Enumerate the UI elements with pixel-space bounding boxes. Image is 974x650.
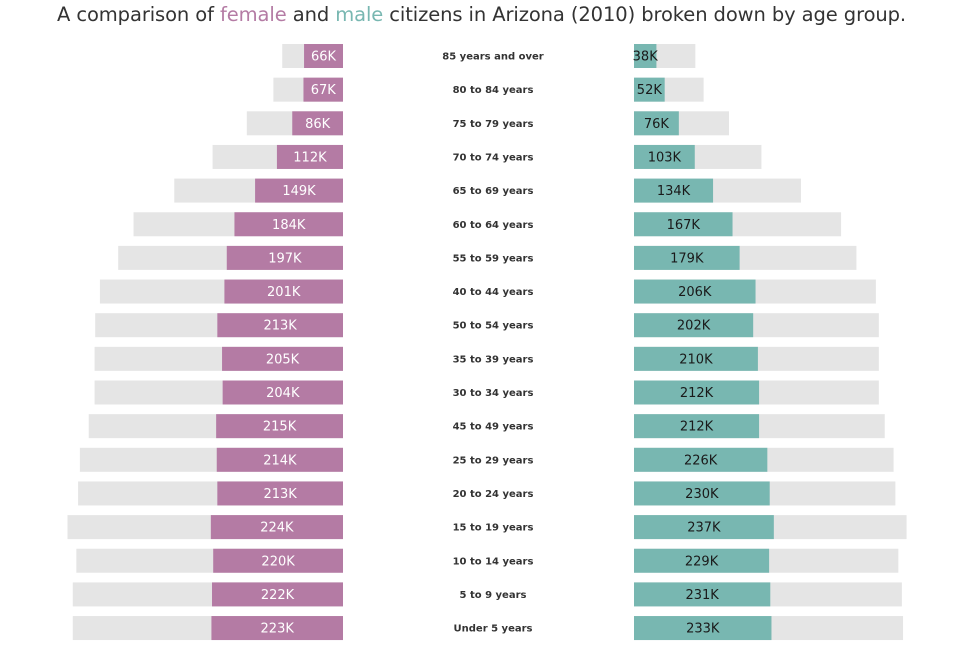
age-group-label: 50 to 54 years <box>453 321 534 332</box>
age-group-label: 5 to 9 years <box>460 590 527 601</box>
male-value-label: 230K <box>685 487 719 502</box>
female-value-label: 86K <box>305 117 331 132</box>
male-value-label: 134K <box>657 184 691 199</box>
female-bar <box>304 44 343 68</box>
female-value-label: 112K <box>293 150 327 165</box>
age-group-label: 75 to 79 years <box>453 119 534 130</box>
female-bar <box>292 111 343 136</box>
male-value-label: 226K <box>684 453 718 468</box>
age-group-label: 80 to 84 years <box>453 85 534 96</box>
male-value-label: 212K <box>680 386 714 401</box>
female-value-label: 204K <box>266 386 300 401</box>
male-bar <box>634 245 740 270</box>
female-bar <box>222 346 343 371</box>
female-bar <box>217 313 343 338</box>
male-value-label: 212K <box>680 420 714 435</box>
male-value-label: 179K <box>670 251 704 266</box>
male-value-label: 167K <box>667 218 701 233</box>
male-value-label: 202K <box>677 319 711 334</box>
age-group-label: 85 years and over <box>442 52 543 63</box>
title-suffix: citizens in Arizona (2010) broken down b… <box>383 3 907 26</box>
age-group-label: 45 to 49 years <box>453 422 534 433</box>
male-bar <box>634 77 665 102</box>
female-bar <box>217 481 343 506</box>
age-group-label: 35 to 39 years <box>453 354 534 365</box>
female-bar <box>212 582 343 607</box>
male-value-label: 233K <box>686 622 720 637</box>
male-value-label: 231K <box>685 588 719 603</box>
female-value-label: 213K <box>263 319 297 334</box>
male-value-label: 103K <box>648 150 682 165</box>
female-bar <box>224 279 343 304</box>
male-value-label: 38K <box>633 50 659 65</box>
male-bar <box>634 212 733 237</box>
female-value-label: 184K <box>272 218 306 233</box>
male-value-label: 210K <box>679 352 713 367</box>
age-group-label: 65 to 69 years <box>453 186 534 197</box>
male-bar <box>634 447 768 472</box>
female-value-label: 215K <box>263 420 297 435</box>
age-group-label: 10 to 14 years <box>453 556 534 567</box>
female-value-label: 222K <box>261 588 295 603</box>
male-bar <box>634 515 774 540</box>
age-group-label: 15 to 19 years <box>453 523 534 534</box>
male-bar <box>634 279 756 304</box>
chart-title: A comparison of female and male citizens… <box>57 3 906 26</box>
male-bar <box>634 548 770 573</box>
male-value-label: 206K <box>678 285 712 300</box>
male-bar <box>634 346 758 371</box>
age-group-label: 40 to 44 years <box>453 287 534 298</box>
female-bar <box>303 77 343 102</box>
female-bar <box>216 414 343 439</box>
male-value-label: 229K <box>685 554 719 569</box>
female-bar <box>276 144 343 169</box>
male-bar <box>634 616 772 641</box>
female-bar <box>222 380 343 405</box>
male-bar <box>634 144 695 169</box>
age-group-label: 60 to 64 years <box>453 220 534 231</box>
female-value-label: 205K <box>266 352 300 367</box>
female-bar <box>226 245 343 270</box>
female-value-label: 197K <box>268 251 302 266</box>
male-value-label: 52K <box>637 83 663 98</box>
male-value-label: 237K <box>687 521 721 536</box>
male-bar <box>634 380 760 405</box>
male-bar <box>634 481 770 506</box>
age-group-label: 70 to 74 years <box>453 152 534 163</box>
male-value-label: 76K <box>644 117 670 132</box>
female-bar <box>210 515 343 540</box>
female-value-label: 214K <box>263 453 297 468</box>
female-bar <box>234 212 343 237</box>
female-value-label: 66K <box>311 50 337 65</box>
title-middle: and <box>286 3 336 26</box>
female-value-label: 213K <box>263 487 297 502</box>
age-group-label: 55 to 59 years <box>453 253 534 264</box>
female-value-label: 220K <box>261 554 295 569</box>
male-bar <box>634 111 679 136</box>
female-bar <box>211 616 343 641</box>
age-group-label: 25 to 29 years <box>453 455 534 466</box>
female-bar <box>216 447 343 472</box>
male-bar <box>634 178 714 203</box>
age-group-label: Under 5 years <box>454 624 533 635</box>
title-prefix: A comparison of <box>57 3 220 26</box>
female-bar <box>255 178 343 203</box>
age-group-label: 20 to 24 years <box>453 489 534 500</box>
female-value-label: 149K <box>282 184 316 199</box>
male-bar <box>634 313 754 338</box>
male-bar <box>634 582 771 607</box>
title-male-word: male <box>335 3 384 26</box>
title-female-word: female <box>220 3 287 26</box>
female-value-label: 201K <box>267 285 301 300</box>
male-bar <box>634 44 657 68</box>
female-bar <box>213 548 343 573</box>
female-value-label: 223K <box>261 622 295 637</box>
female-value-label: 224K <box>260 521 294 536</box>
female-value-label: 67K <box>311 83 337 98</box>
age-group-label: 30 to 34 years <box>453 388 534 399</box>
male-bar <box>634 414 760 439</box>
